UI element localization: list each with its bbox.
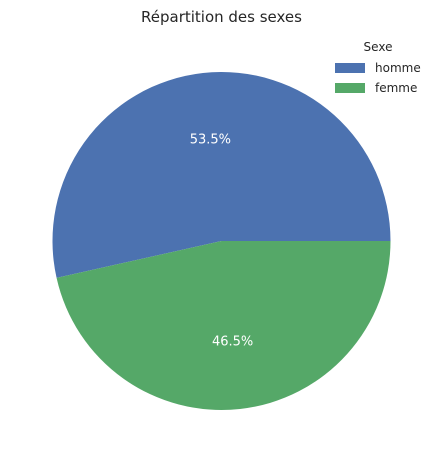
legend-title: Sexe [363,40,393,54]
legend-swatch-homme [335,63,365,73]
pie-pct-label-homme: 53.5% [190,133,231,148]
pie-slice-homme [52,71,391,278]
legend-item-homme: homme [335,58,435,78]
legend-label-homme: homme [375,61,421,75]
pie-pct-label-femme: 46.5% [212,334,253,349]
chart-title: Répartition des sexes [141,8,302,26]
legend-swatch-femme [335,83,365,93]
legend-item-femme: femme [335,78,435,98]
legend: Sexe homme femme [335,40,435,98]
pie-slice-femme [56,241,391,410]
legend-label-femme: femme [375,81,418,95]
